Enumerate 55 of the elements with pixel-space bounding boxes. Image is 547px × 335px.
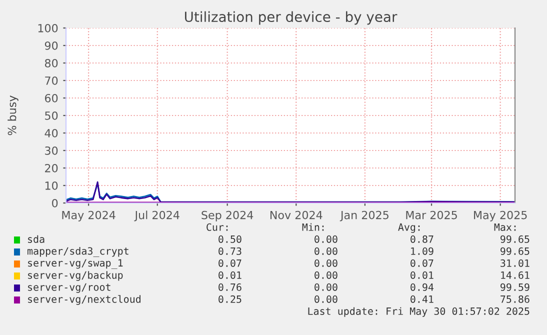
text: Min: xyxy=(302,223,324,231)
text: 0.73 xyxy=(218,247,242,255)
text: 99.59 xyxy=(500,283,530,291)
text: 0.00 xyxy=(314,295,338,303)
y-tick-label: 10 xyxy=(45,181,58,190)
text: Avg: xyxy=(398,223,420,233)
text: 0.07 xyxy=(410,259,434,267)
legend-label: sda xyxy=(28,235,44,243)
x-tick-label: Jul 2024 xyxy=(134,210,180,222)
text: 0.01 xyxy=(410,271,434,279)
text: 75.86 xyxy=(500,295,530,303)
legend-label: mapper/sda3_crypt xyxy=(28,247,128,257)
text: 0.25 xyxy=(218,295,242,303)
text: 0.00 xyxy=(314,235,338,243)
legend-label: server-vg/backup xyxy=(28,271,123,281)
x-tick-label: Jan 2025 xyxy=(340,210,388,222)
x-tick-label: May 2024 xyxy=(62,210,116,222)
x-tick-label: May 2025 xyxy=(474,210,527,222)
text: 0.00 xyxy=(314,259,338,267)
y-tick-label: 80 xyxy=(44,58,58,68)
text: Last update: Fri May 30 01:57:02 2025 xyxy=(308,307,530,317)
x-tick-label: Nov 2024 xyxy=(270,210,322,220)
x-tick-label: Sep 2024 xyxy=(202,210,254,222)
text: 0.01 xyxy=(218,271,242,279)
chart-title: Utilization per device - by year xyxy=(185,11,398,25)
text: 0.07 xyxy=(218,259,242,267)
x-tick-label: Mar 2025 xyxy=(406,210,457,220)
text: Max: xyxy=(494,223,516,231)
legend-label: server-vg/nextcloud xyxy=(28,295,140,305)
y-tick-label: 60 xyxy=(45,94,58,102)
text: 0.00 xyxy=(314,283,338,291)
y-tick-label: 100 xyxy=(38,24,58,32)
text: 0.00 xyxy=(314,247,338,255)
text: 99.65 xyxy=(500,247,530,255)
text: 0.41 xyxy=(410,295,434,303)
text: 14.61 xyxy=(501,271,530,279)
text: 99.65 xyxy=(500,235,530,243)
y-tick-label: 20 xyxy=(45,164,58,172)
y-tick-label: 30 xyxy=(45,146,58,155)
text: Cur: xyxy=(206,223,228,231)
y-axis-title: % busy xyxy=(8,96,18,136)
y-tick-label: 90 xyxy=(44,41,58,50)
text: 0.94 xyxy=(410,283,434,291)
text: 1.09 xyxy=(411,247,434,255)
text: 0.87 xyxy=(410,235,434,243)
legend-label: server-vg/root xyxy=(28,283,110,293)
text: 31.01 xyxy=(500,259,530,267)
text: 0.00 xyxy=(314,271,338,279)
y-tick-label: 40 xyxy=(44,128,58,138)
text: 0.76 xyxy=(218,283,242,291)
y-tick-label: 50 xyxy=(45,111,58,120)
text: 0.50 xyxy=(218,235,242,243)
y-tick-label: 70 xyxy=(45,76,58,85)
legend-label: server-vg/swap_1 xyxy=(28,259,123,269)
y-tick-label: 0 xyxy=(52,198,58,208)
